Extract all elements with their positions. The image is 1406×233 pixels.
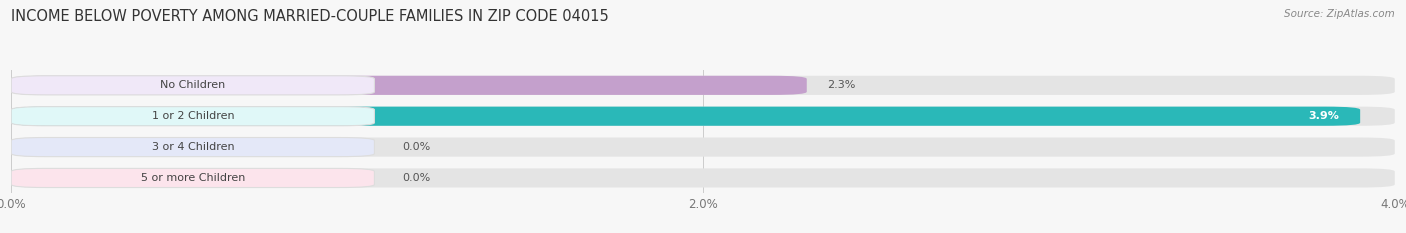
FancyBboxPatch shape <box>11 137 1395 157</box>
Text: 3.9%: 3.9% <box>1309 111 1340 121</box>
Text: INCOME BELOW POVERTY AMONG MARRIED-COUPLE FAMILIES IN ZIP CODE 04015: INCOME BELOW POVERTY AMONG MARRIED-COUPL… <box>11 9 609 24</box>
FancyBboxPatch shape <box>11 107 1360 126</box>
Text: 2.3%: 2.3% <box>828 80 856 90</box>
Text: Source: ZipAtlas.com: Source: ZipAtlas.com <box>1284 9 1395 19</box>
Text: 1 or 2 Children: 1 or 2 Children <box>152 111 235 121</box>
FancyBboxPatch shape <box>11 107 1395 126</box>
Text: 3 or 4 Children: 3 or 4 Children <box>152 142 235 152</box>
Text: 0.0%: 0.0% <box>402 142 430 152</box>
Text: 5 or more Children: 5 or more Children <box>141 173 245 183</box>
FancyBboxPatch shape <box>11 76 1395 95</box>
FancyBboxPatch shape <box>11 137 374 157</box>
FancyBboxPatch shape <box>11 168 1395 188</box>
FancyBboxPatch shape <box>11 76 807 95</box>
Text: No Children: No Children <box>160 80 225 90</box>
FancyBboxPatch shape <box>11 76 374 95</box>
Text: 0.0%: 0.0% <box>402 173 430 183</box>
FancyBboxPatch shape <box>11 107 374 126</box>
FancyBboxPatch shape <box>11 168 374 188</box>
